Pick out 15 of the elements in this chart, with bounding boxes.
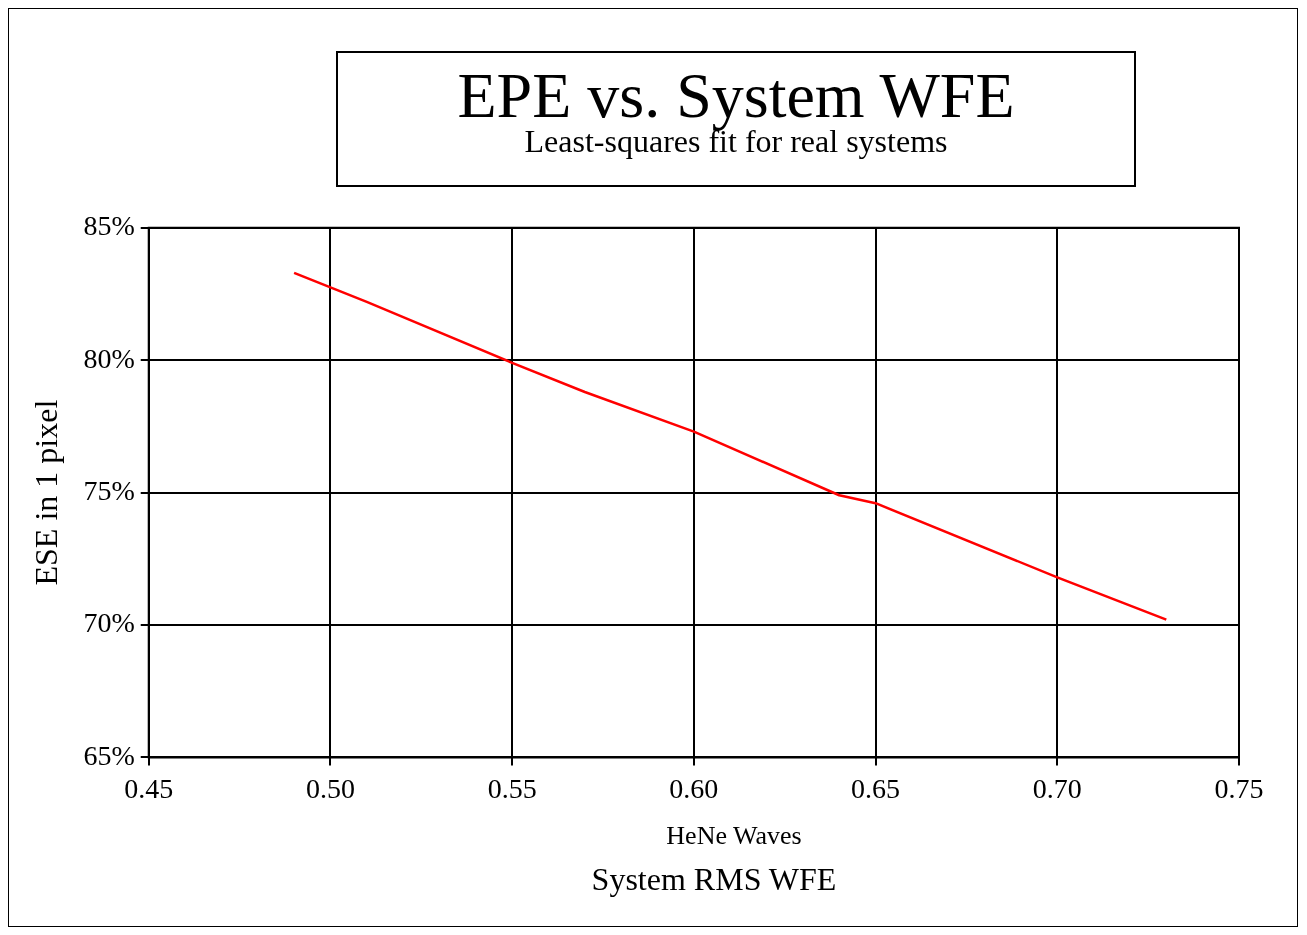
x-tick-label: 0.65 [851, 772, 901, 804]
y-tick-label: 75% [83, 474, 135, 506]
y-tick-label: 85% [83, 210, 135, 242]
text: HeNe Waves [665, 821, 803, 851]
x-tick-label: 0.55 [487, 772, 537, 804]
y-tick-label: 65% [83, 739, 135, 771]
x-tick-label: 0.60 [669, 772, 719, 804]
y-axis-title: ESE in 1 pixel [27, 399, 64, 586]
y-tick-label: 80% [83, 342, 135, 374]
x-tick-label: 0.50 [305, 772, 355, 804]
x-tick-label: 0.70 [1032, 772, 1082, 804]
x-tick-label: 0.75 [1214, 772, 1264, 804]
x-tick-label: 0.45 [124, 772, 174, 804]
y-tick-label: 70% [83, 607, 135, 639]
x-axis-title: System RMS WFE [590, 861, 838, 898]
